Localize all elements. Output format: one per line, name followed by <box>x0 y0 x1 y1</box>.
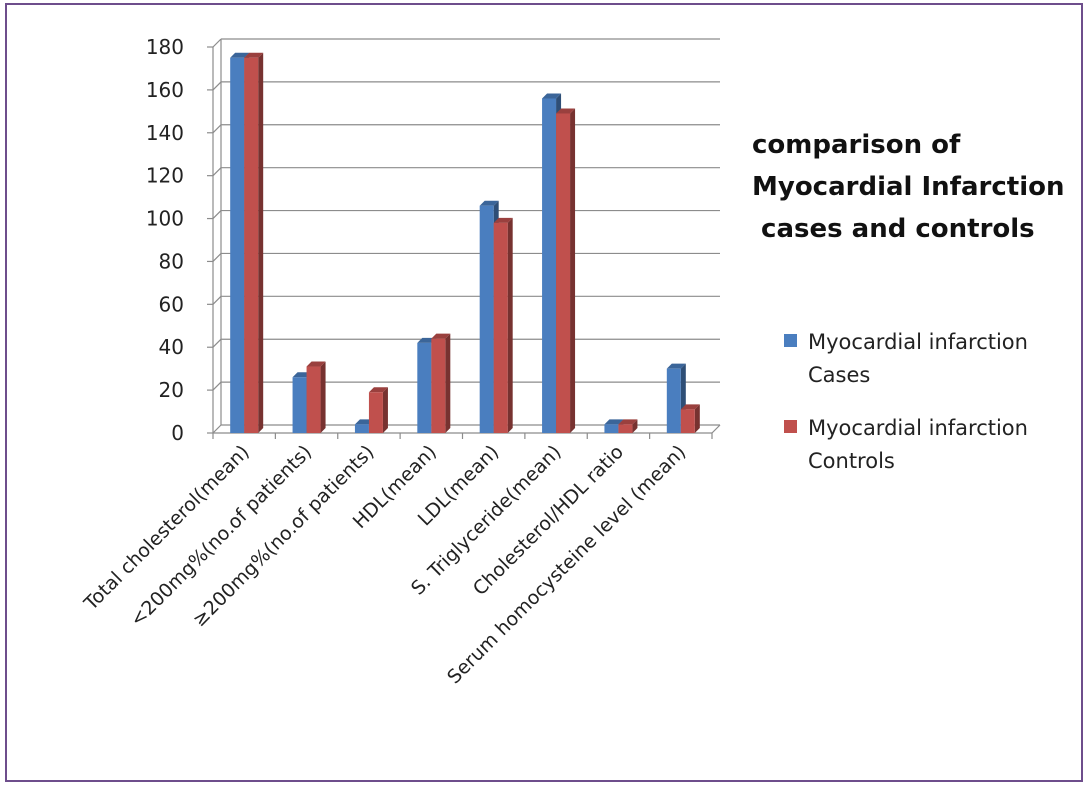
legend: Myocardial infarction Cases Myocardial i… <box>784 330 1028 473</box>
y-tick-label: 120 <box>146 164 184 188</box>
bar-top-controls <box>431 333 451 339</box>
bar-side-controls <box>382 387 388 433</box>
bar-top-controls <box>556 108 576 114</box>
legend-swatch-cases <box>784 334 797 347</box>
bar-side-controls <box>632 419 638 433</box>
bar-top-cases <box>479 200 499 206</box>
bar-top-cases <box>230 52 250 58</box>
bar-top-controls <box>493 217 513 223</box>
bar-cases <box>604 424 619 433</box>
title-line-3: cases and controls <box>752 214 1035 244</box>
y-tick-label: 100 <box>146 207 184 231</box>
y-tick-label: 0 <box>171 421 184 445</box>
bar-cases <box>666 368 681 433</box>
gridline-depth <box>212 381 222 391</box>
bar-cases <box>417 342 432 433</box>
bar-cases <box>479 205 494 433</box>
x-tick-labels: Total cholesterol(mean)<200mg%(no.of pat… <box>79 441 690 688</box>
bar-controls <box>618 424 633 433</box>
bar-side-controls <box>258 52 264 433</box>
gridline-depth <box>212 167 222 177</box>
bar-side-controls <box>507 217 513 433</box>
gridline-depth <box>212 38 222 48</box>
bar-controls <box>680 409 695 433</box>
bar-controls <box>431 338 446 433</box>
gridline-depth <box>212 424 222 434</box>
gridlines <box>212 38 720 434</box>
y-tick-label: 160 <box>146 78 184 102</box>
bar-top-cases <box>604 419 624 425</box>
y-tick-label: 40 <box>159 335 184 359</box>
bar-top-controls <box>368 387 388 393</box>
y-tick-label: 80 <box>159 249 184 273</box>
bar-top-controls <box>244 52 264 58</box>
bar-side-controls <box>570 108 576 433</box>
bar-top-controls <box>680 404 700 410</box>
bar-controls <box>556 113 571 433</box>
y-tick-labels: 0 20 40 60 80 100 120 140 160 180 <box>146 35 184 445</box>
gridline-depth <box>212 210 222 219</box>
bar-side-controls <box>445 333 451 433</box>
floor-edge <box>711 424 721 434</box>
bar-cases <box>292 377 307 433</box>
bar-top-cases <box>666 363 686 369</box>
legend-label-controls-line-1: Myocardial infarction <box>808 416 1028 440</box>
y-tick-label: 20 <box>159 378 184 402</box>
gridline-depth <box>212 124 222 134</box>
legend-label-cases-line-1: Myocardial infarction <box>808 330 1028 354</box>
bar-side-controls <box>694 404 700 433</box>
bar-cases <box>542 98 557 433</box>
bar-top-controls <box>618 419 638 425</box>
gridline-depth <box>212 253 222 262</box>
bar-cases <box>354 424 369 433</box>
bar-controls <box>306 366 321 433</box>
bar-controls <box>244 57 259 433</box>
chart-title: comparison of Myocardial Infarction case… <box>752 130 1064 244</box>
title-line-1: comparison of <box>752 130 961 160</box>
y-tick-label: 140 <box>146 121 184 145</box>
axes <box>207 39 721 439</box>
y-tick-label: 180 <box>146 35 184 59</box>
bar-top-controls <box>306 361 326 367</box>
bars <box>230 52 700 433</box>
title-line-2: Myocardial Infarction <box>752 172 1064 202</box>
bar-cases <box>230 57 245 433</box>
legend-label-cases-line-2: Cases <box>808 363 870 387</box>
y-tick-label: 60 <box>159 292 184 316</box>
bar-controls <box>368 392 383 433</box>
legend-swatch-controls <box>784 420 797 433</box>
bar-controls <box>493 222 508 433</box>
gridline-depth <box>212 81 222 91</box>
legend-label-controls-line-2: Controls <box>808 449 895 473</box>
bar-side-controls <box>320 361 326 433</box>
gridline-depth <box>212 295 222 305</box>
bar-top-cases <box>542 93 562 99</box>
gridline-depth <box>212 338 222 348</box>
